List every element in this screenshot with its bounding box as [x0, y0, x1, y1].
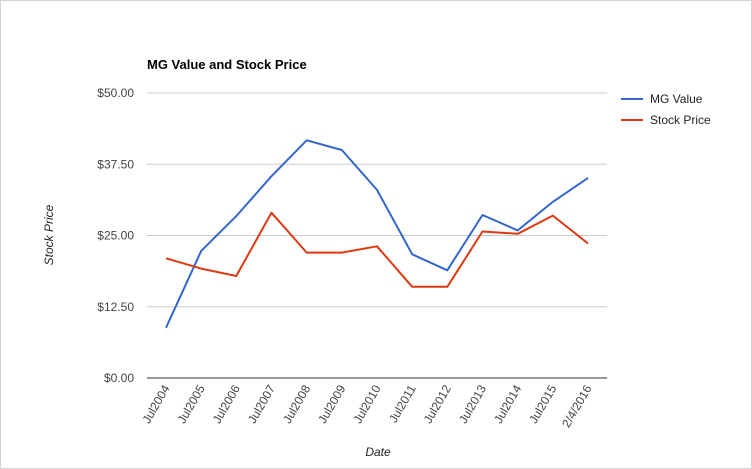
x-axis-ticks: Jul2004 Jul2005 Jul2006 Jul2007 Jul2008 Jul20…	[139, 382, 594, 430]
x-axis-label: Date	[365, 445, 391, 459]
legend: MG Value Stock Price	[621, 92, 711, 127]
y-tick-label: $50.00	[97, 86, 134, 100]
y-axis-label: Stock Price	[42, 204, 56, 265]
x-tick-label: Jul2010	[350, 382, 383, 426]
x-tick-label: 2/4/2016	[559, 382, 595, 430]
series-line-mg-value	[165, 139, 589, 329]
chart-title: MG Value and Stock Price	[147, 57, 307, 72]
y-tick-label: $37.50	[97, 157, 134, 171]
x-tick-label: Jul2011	[386, 382, 419, 425]
x-tick-label: Jul2015	[526, 382, 559, 426]
y-tick-label: $0.00	[104, 371, 134, 385]
legend-label: Stock Price	[650, 113, 711, 127]
x-tick-label: Jul2007	[245, 382, 278, 426]
legend-label: MG Value	[650, 92, 703, 106]
x-tick-label: Jul2013	[456, 382, 489, 426]
y-tick-label: $25.00	[97, 229, 134, 243]
x-tick-label: Jul2005	[175, 382, 208, 426]
series-line-stock-price	[165, 211, 589, 288]
gridlines	[147, 92, 607, 308]
x-tick-label: Jul2012	[421, 382, 454, 426]
x-tick-label: Jul2004	[139, 382, 172, 426]
y-axis-ticks: $0.00 $12.50 $25.00 $37.50 $50.00	[97, 86, 134, 385]
x-tick-label: Jul2006	[210, 382, 243, 426]
y-tick-label: $12.50	[97, 300, 134, 314]
x-tick-label: Jul2008	[280, 382, 313, 426]
series-lines	[165, 139, 589, 329]
x-tick-label: Jul2009	[315, 382, 348, 426]
x-tick-label: Jul2014	[491, 382, 524, 426]
